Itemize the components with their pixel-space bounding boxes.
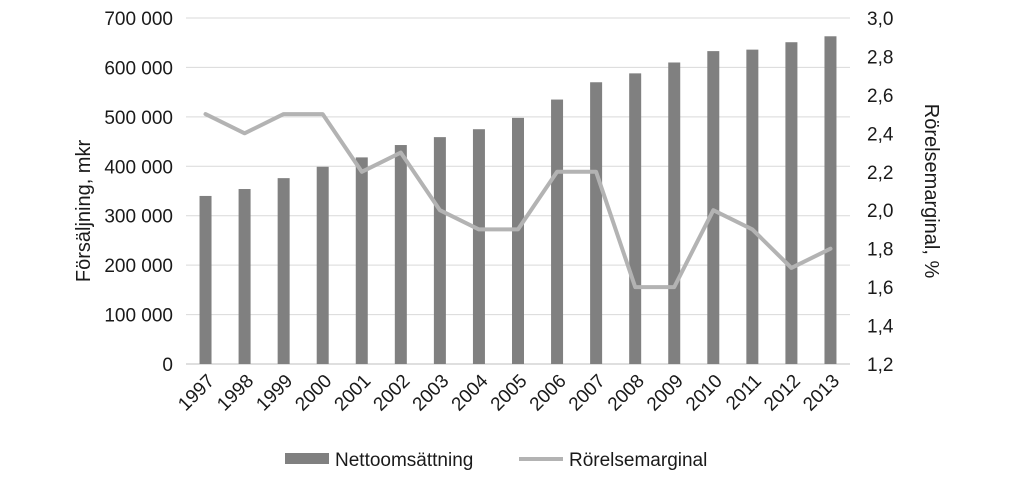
bar-2010 (707, 51, 720, 365)
right-tick-label: 1,4 (867, 317, 894, 338)
bar-series-nettoomsattning (199, 36, 837, 365)
legend-swatch-nettoomsattning (285, 453, 329, 464)
bar-2005 (512, 117, 524, 365)
legend: Nettoomsättning Rörelsemarginal (285, 450, 707, 471)
right-tick-label: 2,0 (867, 201, 893, 222)
bar-2012 (785, 42, 798, 364)
left-tick-label: 500 000 (104, 108, 173, 129)
y-axis-title-right: Rörelsemarginal, % (920, 104, 942, 279)
legend-label-nettoomsattning: Nettoomsättning (335, 450, 473, 471)
right-tick-label: 2,2 (867, 163, 893, 184)
right-tick-label: 2,4 (867, 124, 894, 145)
bar-2006 (551, 99, 564, 365)
x-tick-label: 2002 (370, 371, 415, 416)
right-axis-ticks: 1,2 1,4 1,6 1,8 2,0 2,2 2,4 2,6 2,8 3,0 (867, 9, 894, 376)
left-tick-label: 700 000 (104, 9, 173, 30)
bar-2009 (668, 62, 681, 364)
left-tick-label: 300 000 (104, 207, 173, 228)
x-tick-label: 2003 (409, 371, 454, 416)
left-tick-label: 100 000 (104, 306, 173, 327)
x-tick-label: 2008 (604, 371, 649, 416)
bar-2001 (355, 157, 368, 364)
x-tick-label: 2013 (799, 371, 844, 416)
x-tick-label: 1997 (174, 371, 219, 416)
x-tick-label: 2001 (331, 371, 376, 416)
bar-1997 (199, 195, 212, 364)
x-tick-label: 1999 (252, 371, 297, 416)
legend-label-rorelsemarginal: Rörelsemarginal (569, 450, 707, 471)
left-tick-label: 400 000 (104, 157, 173, 178)
line-series-rorelsemarginal (203, 112, 833, 290)
right-tick-label: 2,6 (867, 86, 893, 107)
y-axis-title-left: Försäljning, mkr (73, 140, 95, 283)
bar-2004 (472, 129, 485, 364)
x-tick-label: 2012 (760, 371, 805, 416)
x-tick-label: 2007 (565, 371, 610, 416)
left-tick-label: 600 000 (104, 58, 173, 79)
right-tick-label: 1,6 (867, 278, 893, 299)
x-tick-label: 2004 (448, 370, 493, 415)
bar-2011 (746, 49, 759, 365)
left-axis-ticks: 0 100 000 200 000 300 000 400 000 500 000 600 … (104, 9, 173, 376)
left-tick-label: 0 (162, 355, 173, 376)
x-tick-label: 2000 (291, 371, 336, 416)
x-tick-label: 1998 (213, 371, 258, 416)
bar-2007 (590, 82, 603, 364)
x-tick-label: 2009 (643, 371, 688, 416)
x-tick-label: 2006 (526, 371, 571, 416)
x-tick-label: 2005 (487, 371, 532, 416)
left-tick-label: 200 000 (104, 256, 173, 277)
right-tick-label: 3,0 (867, 9, 893, 30)
x-tick-label: 2011 (722, 371, 766, 415)
right-tick-label: 1,2 (867, 355, 893, 376)
right-tick-label: 2,8 (867, 47, 893, 68)
bar-2000 (316, 166, 329, 364)
bar-2013 (824, 36, 837, 364)
bar-1998 (238, 189, 251, 364)
bar-1999 (277, 178, 290, 364)
bar-2002 (394, 145, 407, 364)
right-tick-label: 1,8 (867, 240, 893, 261)
bar-2008 (629, 73, 642, 365)
bar-2003 (433, 137, 446, 364)
x-tick-label: 2010 (682, 371, 727, 416)
x-axis-ticks: 1997199819992000200120022003200420052006… (174, 370, 844, 415)
